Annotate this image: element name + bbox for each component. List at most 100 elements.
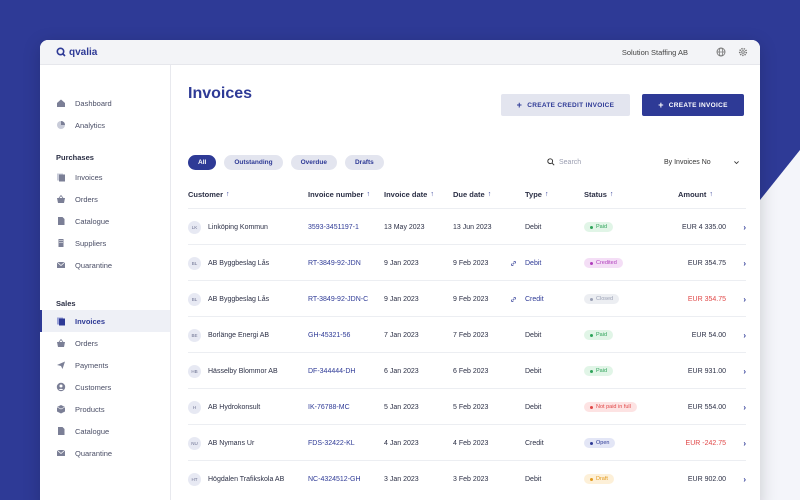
invoice-icon xyxy=(56,172,66,182)
table-row[interactable]: HB Hässelby Blommor AB DF-344444-DH 6 Jan 2… xyxy=(188,352,746,388)
amount: EUR 931.00 xyxy=(687,367,726,375)
status-cell: Credited xyxy=(584,245,623,281)
status-label: Open xyxy=(596,440,610,446)
status-label: Closed xyxy=(596,296,614,302)
invoice-date: 3 Jan 2023 xyxy=(384,475,419,483)
sidebar-item-orders[interactable]: Orders xyxy=(40,332,170,354)
sidebar-item-dashboard[interactable]: Dashboard xyxy=(40,92,170,114)
logo[interactable]: qvalia xyxy=(56,47,97,58)
status-cell: Not paid in full xyxy=(584,389,637,425)
sidebar-item-invoices[interactable]: Invoices xyxy=(40,310,170,332)
sidebar-item-orders[interactable]: Orders xyxy=(40,188,170,210)
table-row[interactable]: H AB Hydrokonsult IK-76788-MC 5 Jan 2023 5 F… xyxy=(188,388,746,424)
invoice-number-link[interactable]: RT-3849-92-JDN xyxy=(308,259,361,267)
header-type[interactable]: Type ↑ xyxy=(525,190,549,199)
search-icon xyxy=(547,158,555,166)
amount: EUR -242.75 xyxy=(685,439,726,447)
invoice-icon xyxy=(56,316,66,326)
chevron-right-icon[interactable]: › xyxy=(743,258,746,268)
invoice-number-link[interactable]: IK-76788-MC xyxy=(308,403,350,411)
table-header: Customer ↑ Invoice number ↑ Invoice date ↑ … xyxy=(188,190,746,204)
header-invoice-date[interactable]: Invoice date ↑ xyxy=(384,190,434,199)
avatar: NU xyxy=(188,436,201,450)
filter-outstanding[interactable]: Outstanding xyxy=(224,155,283,170)
header-invoice-number[interactable]: Invoice number ↑ xyxy=(308,190,370,199)
filter-overdue[interactable]: Overdue xyxy=(290,155,337,170)
sort-arrow-icon: ↑ xyxy=(366,191,370,198)
invoice-number-link[interactable]: NC-4324512-GH xyxy=(308,475,361,483)
invoice-date: 9 Jan 2023 xyxy=(384,259,419,267)
invoice-date: 9 Jan 2023 xyxy=(384,295,419,303)
filter-drafts[interactable]: Drafts xyxy=(344,155,384,170)
sidebar-item-catalogue[interactable]: Catalogue xyxy=(40,210,170,232)
search-input[interactable]: Search xyxy=(547,155,642,169)
header-customer[interactable]: Customer ↑ xyxy=(188,190,230,199)
header-amount[interactable]: Amount ↑ xyxy=(678,190,713,199)
logo-text: qvalia xyxy=(69,46,98,58)
create-credit-invoice-button[interactable]: + CREATE CREDIT INVOICE xyxy=(501,94,630,116)
due-date: 9 Feb 2023 xyxy=(453,259,489,267)
invoice-number-link[interactable]: DF-344444-DH xyxy=(308,367,356,375)
chevron-right-icon[interactable]: › xyxy=(743,474,746,484)
sort-arrow-icon: ↑ xyxy=(544,191,549,198)
company-name[interactable]: Solution Staffing AB xyxy=(621,47,688,57)
status-label: Not paid in full xyxy=(596,404,631,410)
sidebar-item-quarantine[interactable]: Quarantine xyxy=(40,254,170,276)
sidebar-item-analytics[interactable]: Analytics xyxy=(40,114,170,136)
section-purchases: Purchases xyxy=(56,153,94,162)
chevron-right-icon[interactable]: › xyxy=(743,222,746,232)
sort-arrow-icon: ↑ xyxy=(709,191,713,198)
status-dot-icon xyxy=(590,225,593,229)
filter-chips: All Outstanding Overdue Drafts xyxy=(188,155,384,170)
amount: EUR 54.00 xyxy=(691,331,726,339)
user-icon xyxy=(56,382,66,392)
chevron-right-icon[interactable]: › xyxy=(743,294,746,304)
globe-icon[interactable] xyxy=(716,47,726,57)
invoice-number-link[interactable]: 3593-3451197-1 xyxy=(308,223,359,231)
due-date: 9 Feb 2023 xyxy=(453,295,489,303)
table-row[interactable]: HT Högdalen Trafikskola AB NC-4324512-GH 3 … xyxy=(188,460,746,496)
sidebar-item-invoices[interactable]: Invoices xyxy=(40,166,170,188)
customer-cell: LK Linköping Kommun xyxy=(188,209,268,245)
quarantine-icon xyxy=(56,448,66,458)
create-invoice-button[interactable]: + CREATE INVOICE xyxy=(642,94,744,116)
header-status[interactable]: Status ↑ xyxy=(584,190,614,199)
chevron-right-icon[interactable]: › xyxy=(743,330,746,340)
gear-icon[interactable] xyxy=(738,47,748,57)
main-content: Invoices + CREATE CREDIT INVOICE + CREAT… xyxy=(171,65,760,500)
table-row[interactable]: NU AB Nymans Ur FDS-32422-KL 4 Jan 2023 4 Fe… xyxy=(188,424,746,460)
table-row[interactable]: BE Borlänge Energi AB GH-45321-56 7 Jan 202… xyxy=(188,316,746,352)
header-due-date[interactable]: Due date ↑ xyxy=(453,190,492,199)
amount: EUR 354.75 xyxy=(687,259,726,267)
sidebar-item-customers[interactable]: Customers xyxy=(40,376,170,398)
status-badge: Not paid in full xyxy=(584,402,637,412)
app-window: qvalia Solution Staffing AB Dashboard Ana… xyxy=(40,40,760,500)
table-row[interactable]: LK Linköping Kommun 3593-3451197-1 13 May 2… xyxy=(188,208,746,244)
invoice-type: Debit xyxy=(525,367,542,375)
status-label: Draft xyxy=(596,476,608,482)
sidebar-item-payments[interactable]: Payments xyxy=(40,354,170,376)
chevron-right-icon[interactable]: › xyxy=(743,438,746,448)
customer-cell: H AB Hydrokonsult xyxy=(188,389,260,425)
sidebar-item-label: Quarantine xyxy=(75,448,113,458)
sort-select[interactable]: By Invoices No xyxy=(664,155,740,169)
table-row[interactable]: BL AB Byggbeslag Lås RT-3849-92-JDN 9 Jan 2… xyxy=(188,244,746,280)
filter-all[interactable]: All xyxy=(188,155,217,170)
status-cell: Open xyxy=(584,425,616,461)
due-date: 5 Feb 2023 xyxy=(453,403,489,411)
sort-arrow-icon: ↑ xyxy=(430,191,434,198)
invoice-number-link[interactable]: FDS-32422-KL xyxy=(308,439,355,447)
sidebar-item-quarantine[interactable]: Quarantine xyxy=(40,442,170,464)
due-date: 13 Jun 2023 xyxy=(453,223,492,231)
table-row[interactable]: BL AB Byggbeslag Lås RT-3849-92-JDN-C 9 Jan… xyxy=(188,280,746,316)
sidebar-item-catalogue[interactable]: Catalogue xyxy=(40,420,170,442)
chevron-right-icon[interactable]: › xyxy=(743,402,746,412)
invoice-number-link[interactable]: RT-3849-92-JDN-C xyxy=(308,295,369,303)
plus-icon: + xyxy=(516,100,523,110)
sidebar-item-products[interactable]: Products xyxy=(40,398,170,420)
customer-cell: BL AB Byggbeslag Lås xyxy=(188,281,269,317)
sidebar-item-suppliers[interactable]: Suppliers xyxy=(40,232,170,254)
customer-name: AB Byggbeslag Lås xyxy=(208,295,270,303)
chevron-right-icon[interactable]: › xyxy=(743,366,746,376)
invoice-number-link[interactable]: GH-45321-56 xyxy=(308,331,351,339)
